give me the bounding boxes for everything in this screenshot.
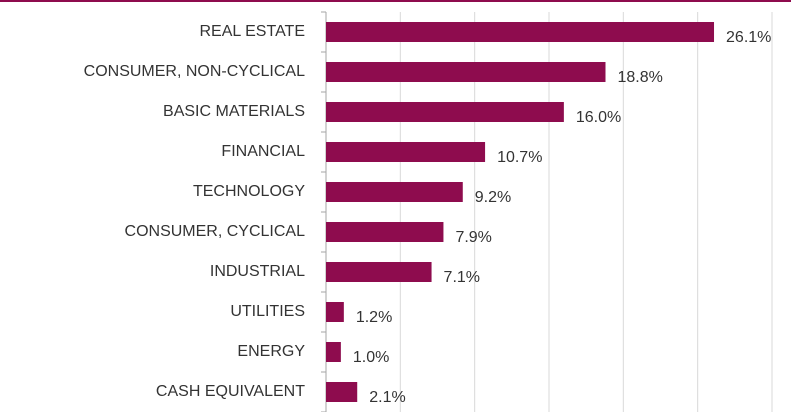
y-tick-label: TECHNOLOGY (193, 183, 305, 200)
value-label: 2.1% (369, 389, 405, 406)
bar (326, 382, 358, 402)
y-tick-label: CONSUMER, CYCLICAL (125, 223, 306, 240)
y-tick-label: CASH EQUIVALENT (156, 383, 305, 400)
value-label: 10.7% (497, 149, 542, 166)
bar (326, 142, 486, 162)
y-tick-label: INDUSTRIAL (210, 263, 305, 280)
value-label: 16.0% (576, 109, 621, 126)
value-label: 9.2% (475, 189, 511, 206)
bar (326, 22, 715, 42)
bar (326, 302, 344, 322)
value-label: 7.9% (455, 229, 491, 246)
value-label: 18.8% (617, 69, 662, 86)
y-tick-label: ENERGY (237, 343, 305, 360)
y-tick-label: BASIC MATERIALS (163, 103, 305, 120)
y-tick-label: UTILITIES (230, 303, 305, 320)
y-tick-label: FINANCIAL (221, 143, 305, 160)
value-label: 1.2% (356, 309, 392, 326)
bar (326, 222, 444, 242)
value-label: 7.1% (444, 269, 480, 286)
bar (326, 102, 564, 122)
y-tick-label: CONSUMER, NON-CYCLICAL (84, 63, 305, 80)
value-label: 1.0% (353, 349, 389, 366)
bar (326, 342, 341, 362)
bar (326, 262, 432, 282)
bar (326, 182, 463, 202)
value-label: 26.1% (726, 29, 771, 46)
y-tick-label: REAL ESTATE (199, 23, 305, 40)
bar (326, 62, 606, 82)
